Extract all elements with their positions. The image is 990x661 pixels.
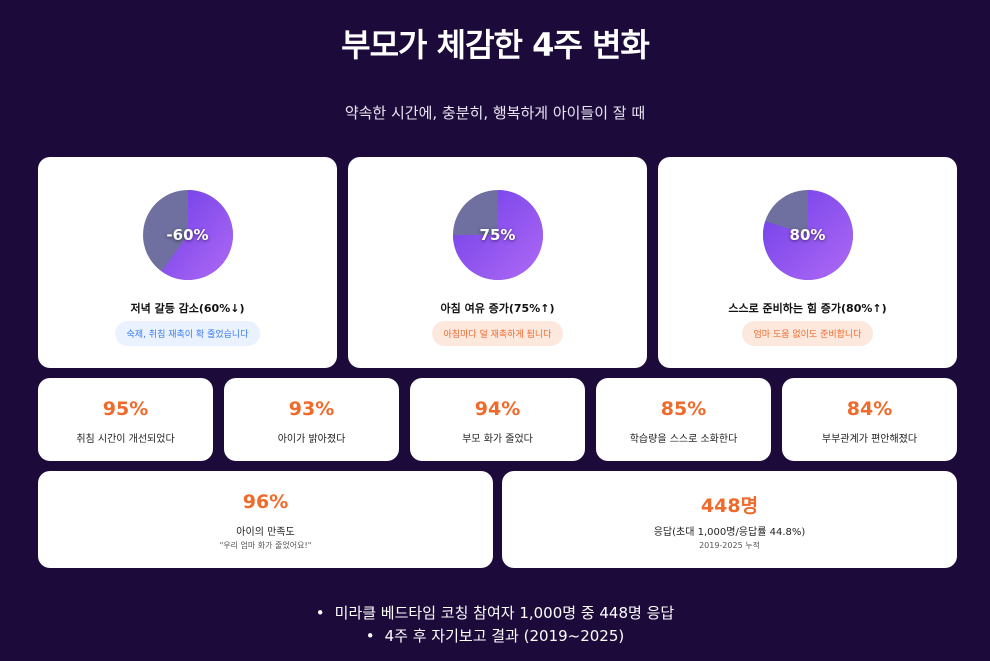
stat-value: 448명 — [700, 495, 759, 517]
pie-label: 80% — [789, 226, 826, 244]
footer-text: 미라클 베드타임 코칭 참여자 1,000명 중 448명 응답 — [334, 604, 675, 622]
stat-card: 95% 취침 시간이 개선되었다 — [38, 378, 213, 461]
stat-card: 94% 부모 화가 줄었다 — [410, 378, 585, 461]
morning-ease-card: 75% 아침 여유 증가(75%↑) 아침마다 덜 재촉하게 됩니다 — [348, 157, 647, 368]
card-title: 아침 여유 증가(75%↑) — [440, 302, 555, 315]
child-satisfaction-card: 96% 아이의 만족도 "우리 엄마 화가 줄었어요!" — [38, 471, 493, 568]
card-title: 저녁 갈등 감소(60%↓) — [130, 302, 245, 315]
stat-value: 95% — [102, 398, 149, 420]
evening-conflict-card: -60% 저녁 갈등 감소(60%↓) 숙제, 취침 재촉이 확 줄었습니다 — [38, 157, 337, 368]
stat-label: 아이의 만족도 — [236, 527, 295, 538]
note-pill: 아침마다 덜 재촉하게 됩니다 — [431, 321, 564, 346]
pie-svg — [142, 190, 233, 280]
pie-svg — [452, 190, 543, 280]
pie-chart: 80% — [762, 190, 853, 280]
bullet-icon: • — [365, 627, 375, 645]
stat-value: 85% — [660, 398, 707, 420]
pie-svg — [762, 190, 853, 280]
stat-value: 93% — [288, 398, 335, 420]
stat-card: 84% 부부관계가 편안해졌다 — [782, 378, 957, 461]
footer-line: • 4주 후 자기보고 결과 (2019~2025) — [0, 625, 990, 648]
footer-text: 4주 후 자기보고 결과 (2019~2025) — [384, 627, 625, 645]
stat-label: 응답(초대 1,000명/응답률 44.8%) — [653, 527, 806, 538]
stat-card: 85% 학습량을 스스로 소화한다 — [596, 378, 771, 461]
stat-label: 부모 화가 줄었다 — [462, 434, 533, 445]
pie-chart: 75% — [452, 190, 543, 280]
stat-value: 96% — [242, 491, 289, 513]
stat-label: 아이가 밝아졌다 — [277, 434, 346, 445]
stat-label: 부부관계가 편안해졌다 — [821, 434, 918, 445]
self-prep-card: 80% 스스로 준비하는 힘 증가(80%↑) 엄마 도움 없이도 준비합니다 — [658, 157, 957, 368]
stat-card: 93% 아이가 밝아졌다 — [224, 378, 399, 461]
bullet-icon: • — [315, 604, 325, 622]
page-subtitle: 약속한 시간에, 충분히, 행복하게 아이들이 잘 때 — [344, 104, 646, 122]
pie-label: 75% — [479, 226, 516, 244]
footer-notes: • 미라클 베드타임 코칭 참여자 1,000명 중 448명 응답 • 4주 후 … — [0, 602, 990, 648]
stat-label: 취침 시간이 개선되었다 — [76, 434, 175, 445]
stat-value: 84% — [846, 398, 893, 420]
pie-value-slice — [452, 190, 543, 280]
card-title: 스스로 준비하는 힘 증가(80%↑) — [728, 302, 887, 315]
pie-value-slice — [161, 190, 233, 280]
pie-chart: -60% — [142, 190, 233, 280]
note-pill: 엄마 도움 없이도 준비합니다 — [741, 321, 874, 346]
stat-label: 학습량을 스스로 소화한다 — [629, 434, 738, 445]
page-title: 부모가 체감한 4주 변화 — [341, 26, 650, 64]
stat-note: 2019-2025 누적 — [699, 541, 760, 550]
footer-line: • 미라클 베드타임 코칭 참여자 1,000명 중 448명 응답 — [0, 602, 990, 625]
respondents-card: 448명 응답(초대 1,000명/응답률 44.8%) 2019-2025 누… — [502, 471, 957, 568]
note-pill: 숙제, 취침 재촉이 확 줄었습니다 — [114, 321, 261, 346]
pie-label: -60% — [166, 226, 209, 244]
pie-value-slice — [762, 190, 853, 280]
stat-note: "우리 엄마 화가 줄었어요!" — [219, 541, 312, 550]
stat-value: 94% — [474, 398, 521, 420]
